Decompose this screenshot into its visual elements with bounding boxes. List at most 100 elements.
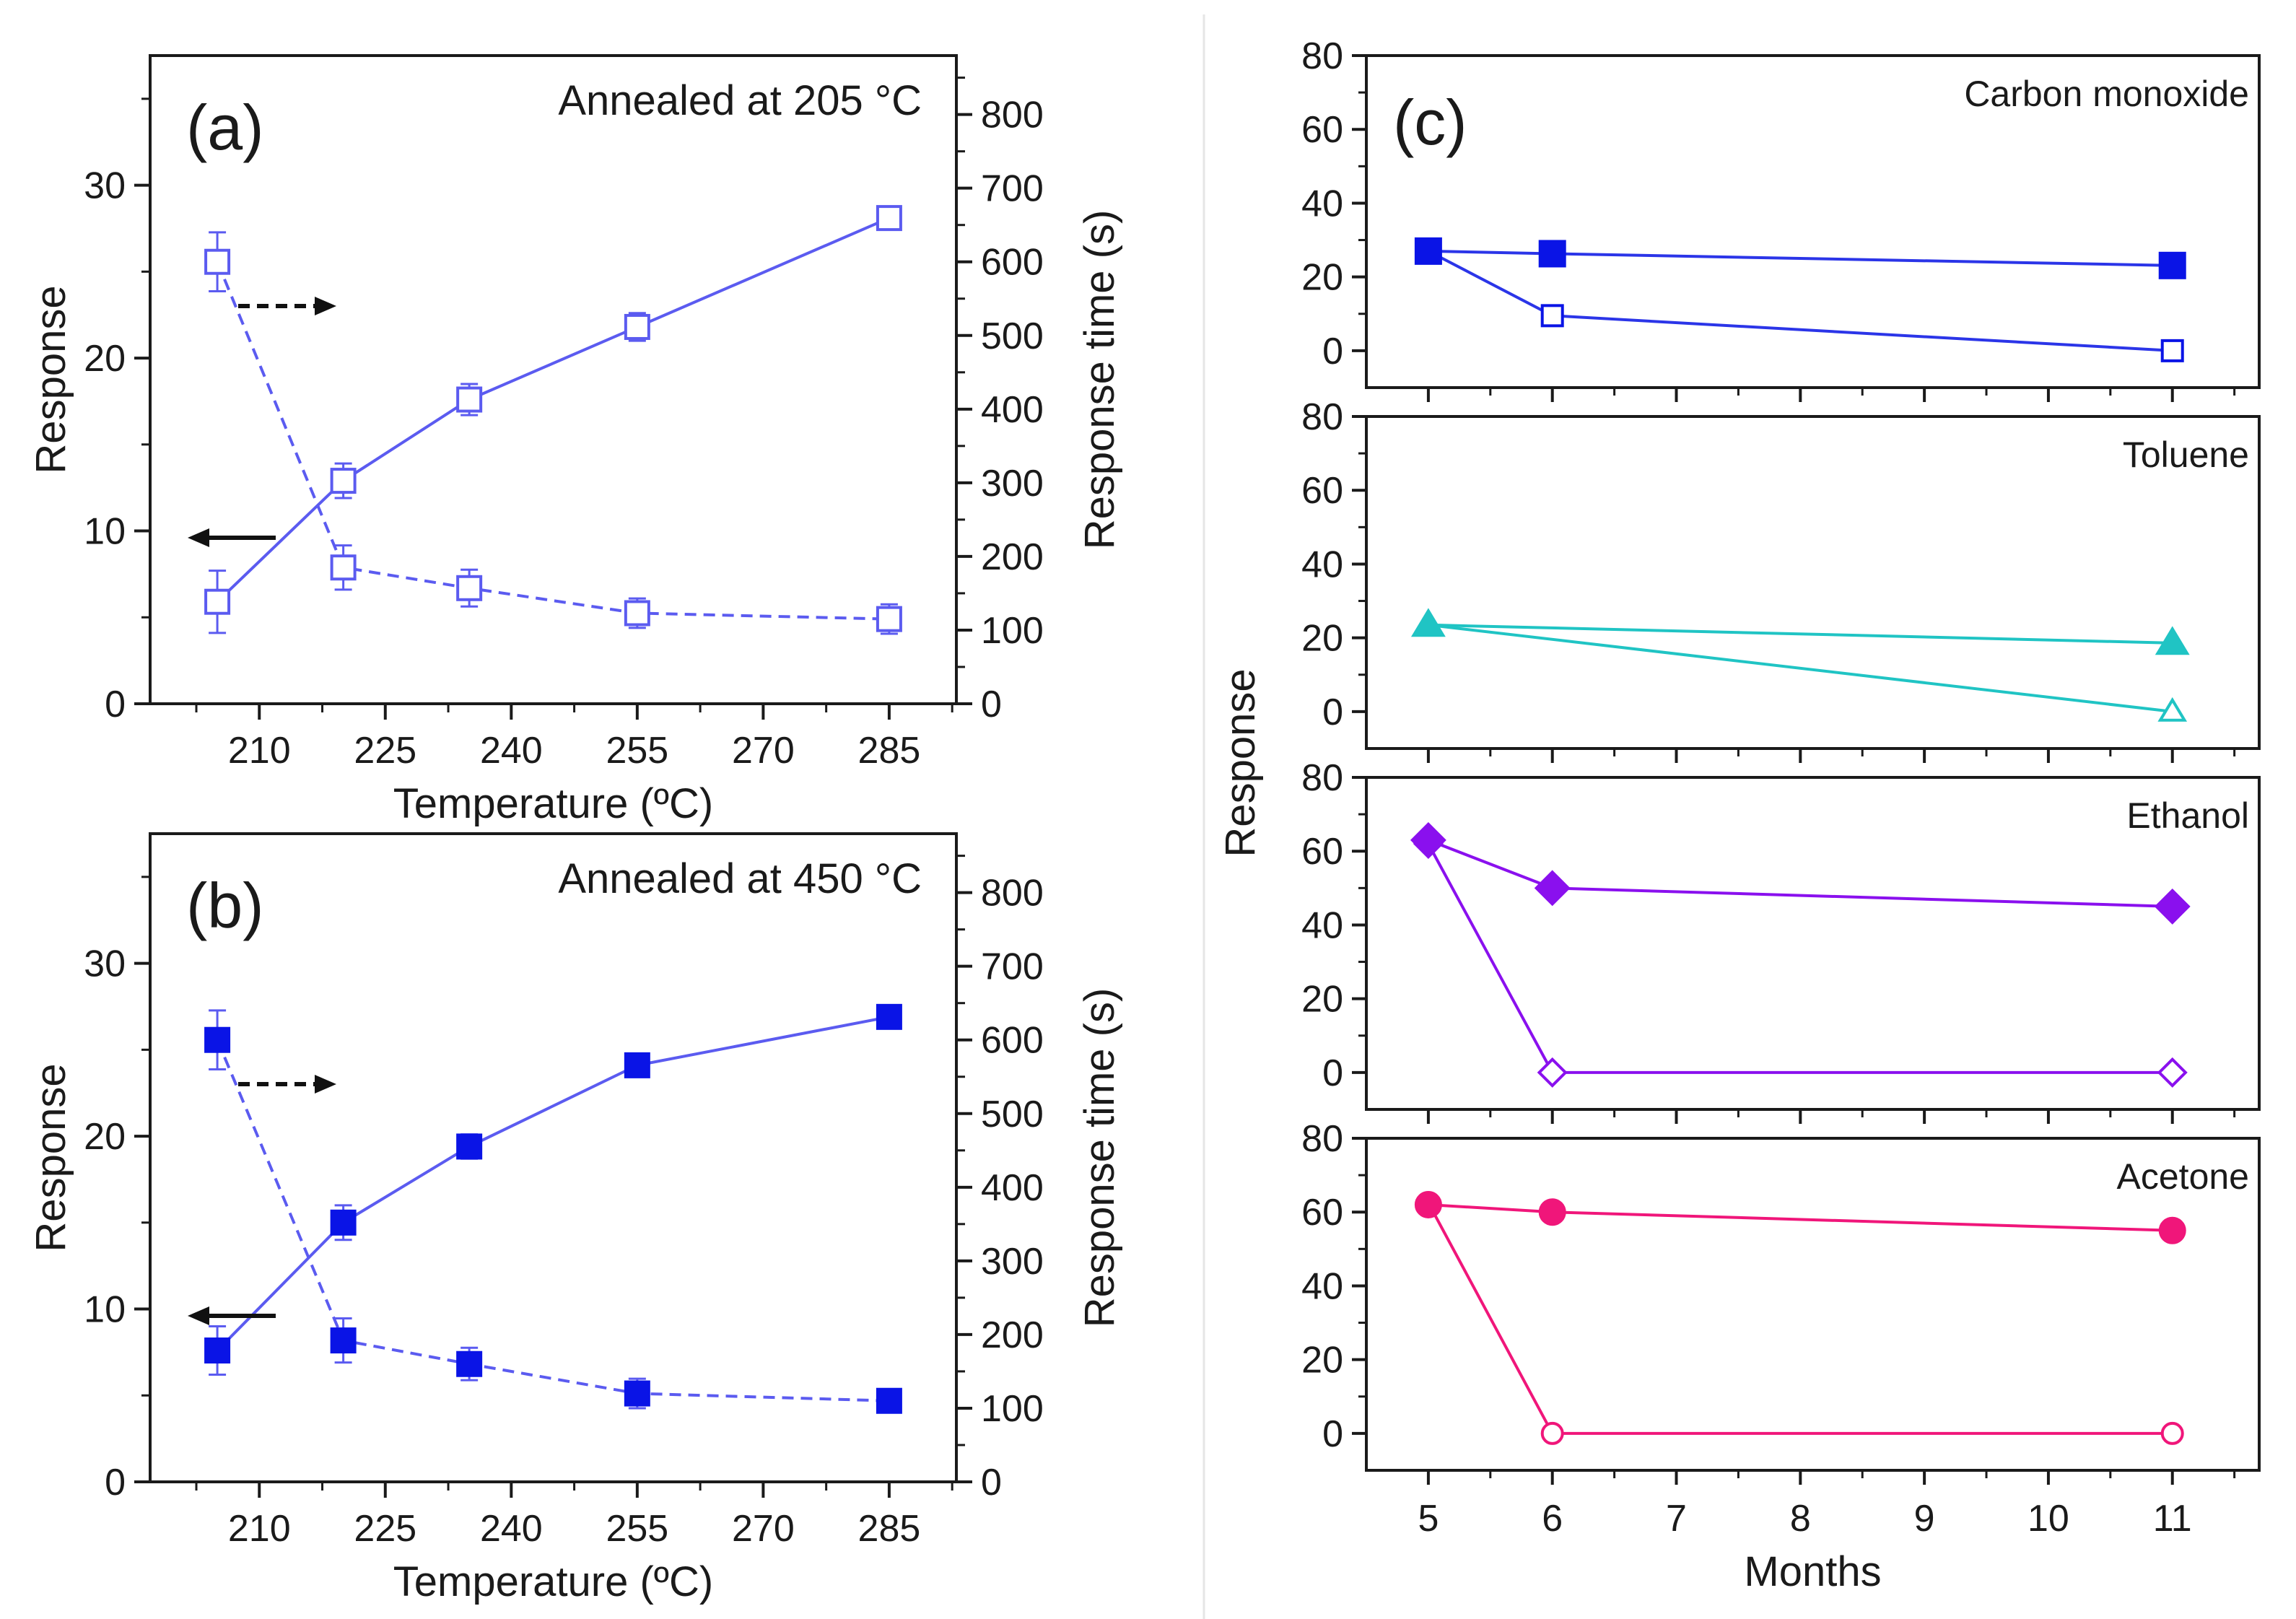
y2-tick-label: 800 [981,95,1044,136]
y-tick-label: 10 [84,1289,126,1331]
x-axis-title: Temperature (ºC) [393,1558,713,1605]
x-tick-label: 9 [1914,1498,1935,1540]
y-tick-label: 0 [105,684,126,725]
x-tick-label: 210 [228,730,291,772]
y2-tick-label: 700 [981,168,1044,210]
series-line-response [216,1015,890,1352]
y-tick-label: 60 [1301,470,1343,512]
panel-letter: (a) [186,92,264,163]
y-tick-label: 10 [84,511,126,553]
subplot-carbon-monoxide: 0 20 40 60 80 Carbon monoxide [1301,35,2261,402]
y2-tick-label: 500 [981,315,1044,357]
anneal-annotation: Annealed at 450 °C [558,855,922,902]
y2-tick-label: 100 [981,610,1044,652]
y2-tick-label: 400 [981,1167,1044,1209]
data-point-open [2157,697,2188,722]
data-point-response-time [204,248,231,275]
y-tick-label: 0 [1322,691,1343,733]
plot-frame [149,832,958,1483]
data-point-response-time [204,1026,231,1053]
data-point-filled [2158,251,2186,279]
y2-tick-label: 800 [981,873,1044,915]
y-tick-label: 20 [1301,257,1343,299]
x-tick-label: 270 [732,730,795,772]
data-point-open [2157,1057,2188,1088]
y-tick-label: 40 [1301,544,1343,585]
y2-tick-label: 200 [981,536,1044,578]
series-line-open [1427,1202,2173,1435]
plot-frame [149,54,958,705]
gas-label: Toluene [2123,435,2249,475]
series-line-open [1428,623,2173,713]
y2-tick-label: 500 [981,1094,1044,1135]
data-point-response [876,1003,902,1030]
y-tick-label: 20 [84,1116,126,1158]
y2-axis-title: Response time (s) [1076,210,1123,550]
data-point-filled [2158,1216,2186,1244]
subplot-frame [1365,54,2261,389]
y-tick-label: 20 [1301,618,1343,660]
series-line-filled [1428,623,2173,645]
y-axis-title: Response [27,285,74,474]
data-point-filled [1414,1191,1442,1218]
data-point-filled [2155,626,2190,655]
gas-label: Ethanol [2126,795,2249,836]
y-tick-label: 80 [1301,35,1343,77]
y-tick-label: 30 [84,943,126,985]
panel-a: 210 225 240 255 270 2850102030010020030040050… [27,54,1123,827]
arrow-to-left-axis [188,528,276,547]
y2-tick-label: 0 [981,684,1002,725]
data-point-response [204,588,231,615]
data-point-response-time [330,554,357,581]
y2-tick-label: 600 [981,242,1044,284]
data-point-response [456,386,483,413]
arrow-to-left-axis [188,1306,276,1325]
x-tick-label: 7 [1666,1498,1687,1540]
x-tick-label: 210 [228,1508,291,1550]
x-tick-label: 5 [1418,1498,1439,1540]
arrow-to-left-axis-head [188,528,209,547]
y-tick-label: 60 [1301,109,1343,151]
data-point-open [2160,339,2184,362]
x-tick-label: 240 [480,730,543,772]
subplot-acetone: 0 20 40 60 80 Acetone [1301,1118,2261,1485]
data-point-response [204,1337,231,1364]
y2-axis-title: Response time (s) [1076,988,1123,1328]
series-line-response-time [216,261,889,621]
y2-tick-label: 0 [981,1462,1002,1504]
x-tick-label: 240 [480,1508,543,1550]
series-line-filled [1428,839,2173,908]
x-tick-label: 285 [858,730,921,772]
arrow-to-right-axis [238,1075,336,1094]
y2-tick-label: 300 [981,463,1044,505]
x-tick-label: 270 [732,1508,795,1550]
y-tick-label: 20 [1301,979,1343,1021]
data-point-response [330,1209,357,1236]
data-point-response-time [624,1380,650,1407]
data-point-response [330,468,357,494]
y-axis-title: Response [1217,668,1264,857]
x-axis-title: Months [1744,1548,1881,1595]
data-point-filled [1538,1198,1566,1226]
y-tick-label: 40 [1301,904,1343,946]
y-tick-label: 40 [1301,183,1343,224]
x-axis-title: Temperature (ºC) [393,780,713,827]
subplot-ethanol: 0 20 40 60 80 Ethanol [1301,757,2261,1124]
y-tick-label: 80 [1301,396,1343,438]
subplot-toluene: 0 20 40 60 80 Toluene [1301,396,2261,763]
data-point-response [624,313,650,340]
y2-tick-label: 200 [981,1314,1044,1356]
x-tick-label: 8 [1790,1498,1811,1540]
x-tick-label: 225 [354,1508,416,1550]
data-point-response-time [456,575,483,601]
data-point-response-time [876,1387,902,1414]
arrow-to-left-axis-head [188,1306,209,1325]
data-point-open [1540,1421,1564,1445]
panel-b: 210 225 240 255 270 2850102030010020030040050… [27,832,1123,1605]
series-line-response [216,217,890,603]
subplot-frame [1365,415,2261,750]
y-tick-label: 80 [1301,757,1343,799]
panel-letter: (c) [1393,87,1467,158]
series-line-response-time [216,1039,889,1402]
